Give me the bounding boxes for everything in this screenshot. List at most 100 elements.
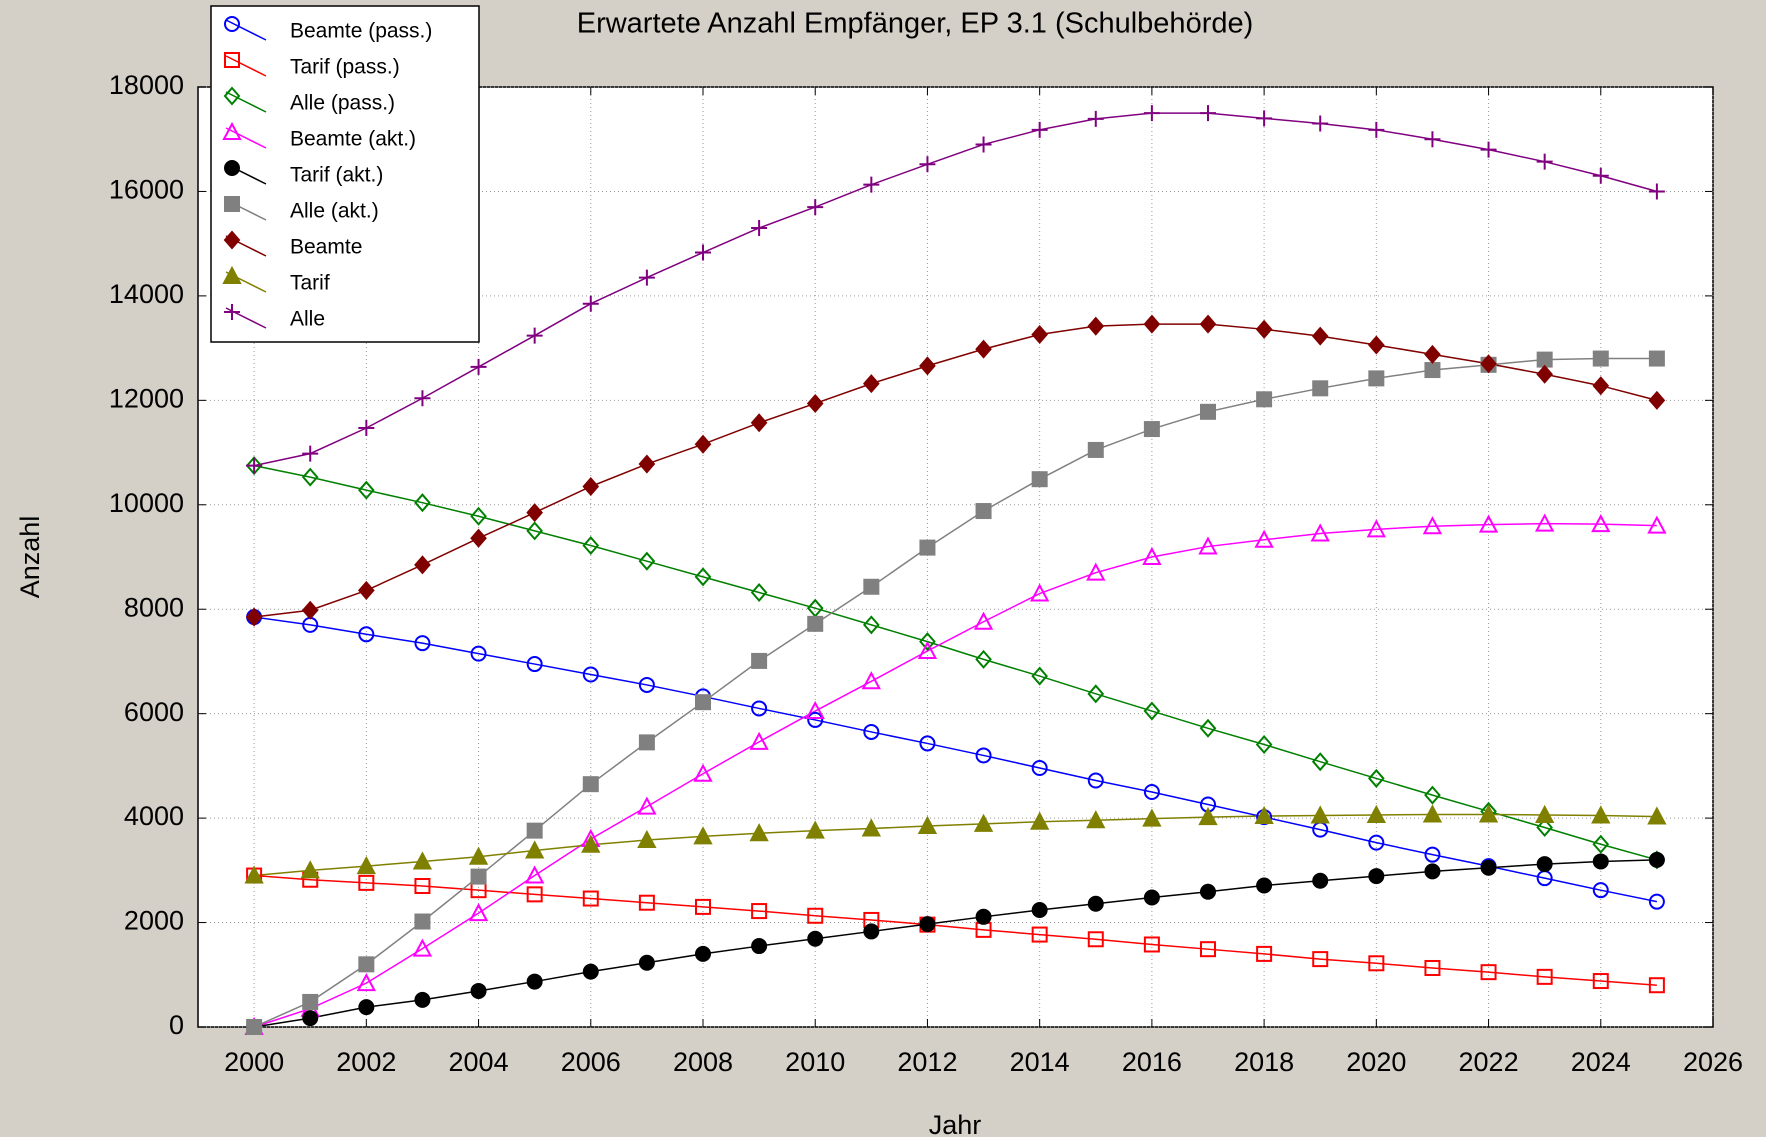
marker <box>1424 344 1441 364</box>
marker <box>1311 752 1329 772</box>
marker <box>807 930 824 947</box>
marker <box>301 467 319 487</box>
marker <box>751 938 768 955</box>
marker <box>1592 853 1609 870</box>
chart-title: Erwartete Anzahl Empfänger, EP 3.1 (Schu… <box>577 8 1254 40</box>
marker <box>638 269 655 286</box>
marker <box>1591 513 1611 533</box>
marker <box>414 878 431 894</box>
legend-line <box>225 55 267 77</box>
x-tick-label: 2026 <box>1683 1047 1743 1077</box>
series-line <box>254 813 1657 877</box>
legend-label: Alle (akt.) <box>290 200 379 223</box>
marker <box>973 813 994 832</box>
marker <box>1143 784 1160 800</box>
marker <box>807 711 824 728</box>
marker <box>1424 785 1441 805</box>
x-tick-label: 2016 <box>1122 1047 1182 1077</box>
marker <box>1648 977 1665 994</box>
marker <box>526 656 543 673</box>
marker <box>1536 351 1553 368</box>
marker <box>525 865 545 884</box>
marker <box>749 823 769 842</box>
marker <box>1311 326 1329 346</box>
marker <box>917 815 938 834</box>
marker <box>1198 536 1218 555</box>
marker <box>358 956 375 973</box>
marker <box>975 747 992 764</box>
marker <box>1087 110 1104 127</box>
legend-label: Beamte <box>290 236 362 259</box>
marker <box>358 580 375 600</box>
marker <box>358 874 375 891</box>
y-axis-label: Anzahl <box>15 516 45 599</box>
series-line <box>254 323 1658 618</box>
y-tick-label: 10000 <box>109 488 184 518</box>
marker <box>302 993 319 1010</box>
legend-label: Tarif <box>290 272 330 295</box>
marker <box>975 649 992 669</box>
marker <box>470 645 487 662</box>
marker <box>1031 325 1048 345</box>
marker <box>412 851 433 870</box>
marker <box>224 304 240 320</box>
marker <box>1031 759 1048 776</box>
marker <box>468 846 489 865</box>
marker <box>1086 562 1106 581</box>
legend-label: Beamte (akt.) <box>290 128 416 151</box>
marker <box>919 632 936 652</box>
marker <box>1143 314 1161 334</box>
marker <box>973 611 994 630</box>
marker <box>1256 877 1273 894</box>
marker <box>414 555 431 575</box>
marker <box>807 907 824 924</box>
marker <box>356 856 377 875</box>
marker <box>358 626 375 643</box>
marker <box>1480 964 1497 981</box>
marker <box>1143 889 1160 906</box>
marker <box>1087 316 1105 336</box>
marker <box>1087 895 1104 912</box>
marker <box>526 973 543 990</box>
marker <box>526 822 543 839</box>
x-tick-label: 2004 <box>449 1047 509 1077</box>
marker <box>751 903 768 920</box>
marker <box>1478 514 1499 533</box>
marker <box>751 220 768 236</box>
series-line <box>253 522 1657 1028</box>
marker <box>582 776 599 793</box>
marker <box>1368 834 1385 851</box>
marker <box>1310 523 1330 542</box>
marker <box>1087 684 1105 704</box>
marker <box>222 121 242 140</box>
legend-label: Tarif (akt.) <box>290 164 383 187</box>
marker <box>302 445 319 462</box>
marker <box>1200 403 1216 420</box>
marker <box>414 390 431 407</box>
marker <box>638 734 655 751</box>
x-tick-label: 2024 <box>1571 1047 1631 1077</box>
y-tick-label: 6000 <box>124 697 184 727</box>
marker <box>919 916 936 933</box>
marker <box>358 999 375 1016</box>
marker <box>302 1010 319 1027</box>
marker <box>1087 931 1104 948</box>
marker <box>245 607 263 627</box>
marker <box>1424 131 1441 148</box>
marker <box>1534 513 1555 532</box>
marker <box>1536 856 1553 873</box>
marker <box>582 963 599 980</box>
marker <box>1366 519 1387 538</box>
legend-line <box>225 19 267 41</box>
marker <box>358 420 375 437</box>
marker <box>751 652 768 669</box>
marker <box>863 176 880 193</box>
marker <box>1256 110 1273 127</box>
marker <box>975 503 992 520</box>
marker <box>224 16 240 32</box>
marker <box>863 723 880 740</box>
y-tick-label: 4000 <box>124 801 184 831</box>
x-tick-label: 2018 <box>1234 1047 1294 1077</box>
marker <box>695 694 711 711</box>
marker <box>1368 121 1385 138</box>
